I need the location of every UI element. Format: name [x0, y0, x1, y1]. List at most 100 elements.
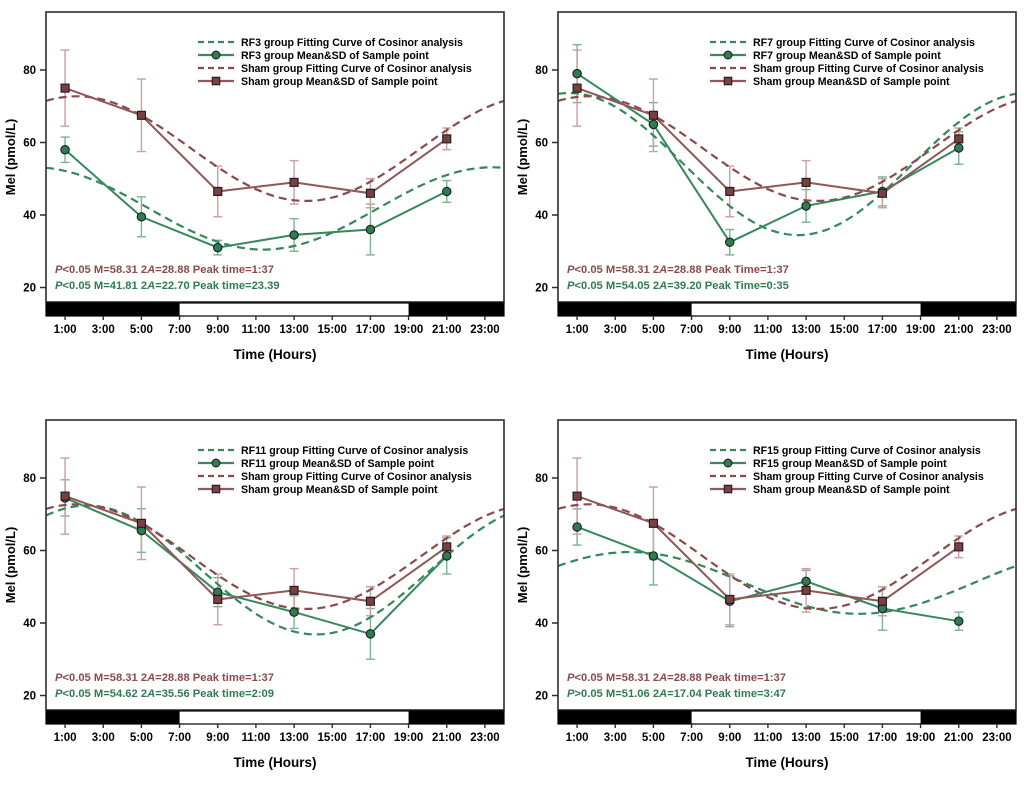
- svg-text:9:00: 9:00: [718, 732, 741, 744]
- panel-rf3: 20 40 60 80 1:00 3:00 5:00 7:00 9:00 11:00 13:00 15…: [0, 0, 512, 394]
- svg-text:7:00: 7:00: [168, 732, 191, 744]
- sample-marker-rf: [289, 607, 299, 617]
- x-axis-title: Time (Hours): [745, 347, 828, 362]
- legend-label: RF15 group Mean&SD of Sample point: [753, 458, 947, 470]
- sample-marker-sham: [648, 518, 658, 528]
- mean-line-sham: [64, 87, 448, 195]
- svg-text:40: 40: [535, 618, 548, 630]
- svg-text:17:00: 17:00: [868, 324, 897, 336]
- y-axis-title: Mel (pmol/L): [3, 527, 18, 604]
- svg-text:60: 60: [23, 546, 36, 558]
- cosinor-stats: P<0.05 M=58.31 2A=28.88 Peak time=1:37 P>…: [567, 672, 786, 700]
- svg-text:13:00: 13:00: [791, 324, 820, 336]
- sample-marker-sham: [289, 177, 299, 187]
- svg-text:5:00: 5:00: [130, 324, 153, 336]
- x-axis: 1:00 3:00 5:00 7:00 9:00 11:00 13:00 15:00 17:00…: [54, 316, 500, 336]
- plot-rf3: 20 40 60 80 1:00 3:00 5:00 7:00 9:00 11:00 13:00 15…: [3, 11, 505, 362]
- sample-marker-rf: [136, 212, 147, 222]
- svg-text:21:00: 21:00: [432, 732, 461, 744]
- legend-label: RF15 group Fitting Curve of Cosinor anal…: [753, 445, 981, 457]
- stats-line-rf: P>0.05 M=51.06 2A=17.04 Peak time=3:47: [567, 688, 786, 700]
- svg-text:40: 40: [535, 210, 548, 222]
- light-dark-bar: [45, 710, 505, 725]
- sample-marker-rf: [953, 616, 964, 626]
- legend: RF15 group Fitting Curve of Cosinor anal…: [710, 445, 984, 496]
- mean-line-rf: [576, 525, 959, 623]
- svg-text:60: 60: [535, 138, 548, 150]
- legend: RF11 group Fitting Curve of Cosinor anal…: [198, 445, 472, 496]
- y-axis-title: Mel (pmol/L): [515, 119, 530, 196]
- sample-marker-rf: [725, 237, 735, 247]
- x-axis-title: Time (Hours): [233, 755, 316, 770]
- stats-line-sham: P<0.05 M=58.31 2A=28.88 Peak time=1:37: [567, 672, 786, 684]
- legend-label: Sham group Mean&SD of Sample point: [753, 484, 950, 496]
- svg-text:1:00: 1:00: [54, 324, 77, 336]
- sample-marker-sham: [954, 542, 964, 552]
- svg-text:20: 20: [23, 283, 36, 295]
- legend-label: RF3 group Fitting Curve of Cosinor analy…: [241, 37, 463, 49]
- sample-marker-rf: [572, 522, 582, 532]
- x-axis: 1:00 3:00 5:00 7:00 9:00 11:00 13:00 15:00 17:00…: [566, 316, 1012, 336]
- svg-text:13:00: 13:00: [791, 732, 820, 744]
- sample-marker-sham: [801, 177, 811, 187]
- stats-line-sham: P<0.05 M=58.31 2A=28.88 Peak time=1:37: [55, 264, 274, 276]
- light-dark-bar: [557, 302, 1017, 317]
- plot-frame: [45, 419, 505, 711]
- fit-curve-rf: [557, 91, 1017, 237]
- plot-frame: [557, 419, 1017, 711]
- x-axis: 1:00 3:00 5:00 7:00 9:00 11:00 13:00 15:00 17:00…: [566, 724, 1012, 744]
- svg-text:5:00: 5:00: [642, 732, 665, 744]
- svg-text:11:00: 11:00: [754, 324, 783, 336]
- cosinor-stats: P<0.05 M=58.31 2A=28.88 Peak time=1:37 P<…: [55, 672, 274, 700]
- svg-text:19:00: 19:00: [394, 324, 423, 336]
- svg-text:80: 80: [535, 65, 548, 77]
- svg-text:20: 20: [23, 691, 36, 703]
- svg-text:23:00: 23:00: [982, 732, 1011, 744]
- svg-text:19:00: 19:00: [906, 324, 935, 336]
- sample-marker-sham: [60, 83, 70, 93]
- chart-rf11: 20 40 60 80 1:00 3:00 5:00 7:00 9:00 11:00 13:00 15…: [3, 419, 505, 770]
- plot-frame: [45, 11, 505, 303]
- fit-curve-sham: [45, 95, 505, 202]
- svg-text:9:00: 9:00: [206, 732, 229, 744]
- svg-text:7:00: 7:00: [680, 732, 703, 744]
- legend-label: Sham group Mean&SD of Sample point: [753, 76, 950, 88]
- sample-marker-sham: [725, 594, 735, 604]
- svg-text:5:00: 5:00: [130, 732, 153, 744]
- sample-marker-sham: [365, 188, 375, 198]
- sample-marker-rf: [289, 230, 299, 240]
- sample-marker-sham: [289, 585, 299, 595]
- sample-marker-rf: [648, 119, 659, 130]
- mean-line-sham: [64, 495, 448, 603]
- mean-line-rf: [64, 149, 448, 249]
- sample-marker-rf: [365, 629, 376, 639]
- fit-curve-sham: [45, 503, 505, 610]
- sample-marker-sham: [877, 596, 887, 606]
- sample-marker-sham: [725, 186, 735, 196]
- fit-curve-rf: [45, 166, 505, 251]
- sample-marker-sham: [136, 110, 146, 120]
- svg-text:13:00: 13:00: [279, 732, 308, 744]
- sample-marker-rf: [648, 551, 659, 561]
- svg-text:9:00: 9:00: [718, 324, 741, 336]
- x-axis-title: Time (Hours): [233, 347, 316, 362]
- stats-line-sham: P<0.05 M=58.31 2A=28.88 Peak time=1:37: [55, 672, 274, 684]
- x-axis: 1:00 3:00 5:00 7:00 9:00 11:00 13:00 15:00 17:00…: [54, 724, 500, 744]
- mean-line-rf: [576, 72, 960, 244]
- stats-line-rf: P<0.05 M=54.62 2A=35.56 Peak time=2:09: [55, 688, 274, 700]
- plot-rf15: 20 40 60 80 1:00 3:00 5:00 7:00 9:00 11:00 13:00 15…: [515, 419, 1017, 770]
- sample-marker-sham: [572, 83, 582, 93]
- panel-rf15: 20 40 60 80 1:00 3:00 5:00 7:00 9:00 11:00 13:00 15…: [512, 394, 1024, 788]
- svg-text:17:00: 17:00: [356, 732, 385, 744]
- sample-marker-sham: [60, 491, 70, 501]
- svg-text:11:00: 11:00: [242, 324, 271, 336]
- sample-marker-sham: [877, 188, 887, 198]
- legend-label: Sham group Fitting Curve of Cosinor anal…: [753, 471, 984, 483]
- sample-marker-rf: [801, 576, 811, 587]
- sample-marker-sham: [442, 542, 452, 552]
- legend: RF7 group Fitting Curve of Cosinor analy…: [710, 37, 984, 88]
- svg-text:19:00: 19:00: [906, 732, 935, 744]
- svg-text:21:00: 21:00: [944, 732, 973, 744]
- legend-label: Sham group Fitting Curve of Cosinor anal…: [753, 63, 984, 75]
